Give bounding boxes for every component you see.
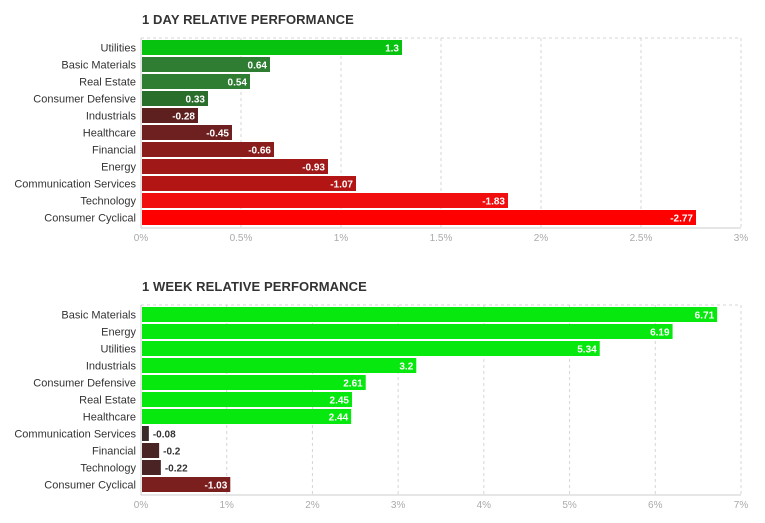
x-tick-label: 4% xyxy=(477,500,492,511)
value-label: -1.03 xyxy=(204,481,227,492)
bar-consumer-cyclical[interactable] xyxy=(142,210,696,225)
bar-consumer-cyclical[interactable] xyxy=(142,477,231,492)
value-label: 2.61 xyxy=(343,379,363,390)
x-tick-label: 3% xyxy=(734,233,749,244)
value-label: 6.19 xyxy=(650,328,670,339)
value-label: 5.34 xyxy=(577,345,597,356)
x-tick-label: 7% xyxy=(734,500,749,511)
bar-energy[interactable] xyxy=(142,159,328,174)
bar-communication-services[interactable] xyxy=(142,176,356,191)
bar-real-estate[interactable] xyxy=(142,74,250,89)
value-label: 2.45 xyxy=(330,396,350,407)
bar-consumer-defensive[interactable] xyxy=(142,91,208,106)
x-tick-label: 0% xyxy=(134,500,149,511)
bar-financial[interactable] xyxy=(142,142,274,157)
value-label: -0.45 xyxy=(206,129,229,140)
x-tick-label: 2.5% xyxy=(630,233,653,244)
bar-technology[interactable] xyxy=(142,193,508,208)
value-label: -1.83 xyxy=(482,197,505,208)
value-label: -0.22 xyxy=(165,464,188,475)
bar-consumer-defensive[interactable] xyxy=(142,375,366,390)
bar-basic-materials[interactable] xyxy=(142,307,718,322)
category-label: Consumer Cyclical xyxy=(44,480,136,492)
category-label: Consumer Cyclical xyxy=(44,213,136,225)
category-label: Basic Materials xyxy=(61,60,136,72)
bar-basic-materials[interactable] xyxy=(142,57,270,72)
value-label: -0.28 xyxy=(172,112,195,123)
value-label: -0.2 xyxy=(163,447,181,458)
value-label: -0.66 xyxy=(248,146,271,157)
value-label: 2.44 xyxy=(329,413,349,424)
x-tick-label: 0.5% xyxy=(230,233,253,244)
category-label: Real Estate xyxy=(79,77,136,89)
bar-industrials[interactable] xyxy=(142,108,198,123)
value-label: -1.07 xyxy=(330,180,353,191)
category-label: Industrials xyxy=(86,111,137,123)
bar-technology[interactable] xyxy=(142,460,161,475)
x-tick-label: 0% xyxy=(134,233,149,244)
bar-utilities[interactable] xyxy=(142,40,402,55)
x-tick-label: 2% xyxy=(534,233,549,244)
chart-title-1day: 1 DAY RELATIVE PERFORMANCE xyxy=(142,12,354,27)
bar-utilities[interactable] xyxy=(142,341,600,356)
chart-1week: 0% 1% 2% 3% 4% 5% 6% 7% Basic Materials 6.71 Energ… xyxy=(14,304,749,511)
x-tick-label: 1% xyxy=(334,233,349,244)
value-label: -0.08 xyxy=(153,430,176,441)
category-label: Financial xyxy=(92,145,136,157)
category-label: Industrials xyxy=(86,361,137,373)
category-label: Healthcare xyxy=(83,128,136,140)
category-label: Healthcare xyxy=(83,412,136,424)
value-label: 6.71 xyxy=(695,311,715,322)
category-label: Energy xyxy=(101,327,136,339)
bar-healthcare[interactable] xyxy=(142,409,352,424)
bar-energy[interactable] xyxy=(142,324,673,339)
x-tick-label: 5% xyxy=(562,500,577,511)
x-tick-label: 2% xyxy=(305,500,320,511)
category-label: Communication Services xyxy=(14,179,136,191)
category-label: Technology xyxy=(80,463,136,475)
bar-real-estate[interactable] xyxy=(142,392,352,407)
bar-communication-services[interactable] xyxy=(142,426,149,441)
category-label: Real Estate xyxy=(79,395,136,407)
bar-healthcare[interactable] xyxy=(142,125,232,140)
category-label: Basic Materials xyxy=(61,310,136,322)
bar-industrials[interactable] xyxy=(142,358,417,373)
x-tick-label: 1.5% xyxy=(430,233,453,244)
x-tick-label: 1% xyxy=(219,500,234,511)
value-label: -0.93 xyxy=(302,163,325,174)
category-label: Utilities xyxy=(101,344,137,356)
x-tick-label: 3% xyxy=(391,500,406,511)
value-label: 0.64 xyxy=(248,61,268,72)
category-label: Communication Services xyxy=(14,429,136,441)
value-label: 0.33 xyxy=(186,95,206,106)
category-label: Consumer Defensive xyxy=(33,94,136,106)
category-label: Consumer Defensive xyxy=(33,378,136,390)
value-label: 1.3 xyxy=(385,44,399,55)
value-label: -2.77 xyxy=(670,214,693,225)
value-label: 3.2 xyxy=(399,362,413,373)
category-label: Energy xyxy=(101,162,136,174)
bar-financial[interactable] xyxy=(142,443,160,458)
value-label: 0.54 xyxy=(228,78,248,89)
chart-1day: 0% 0.5% 1% 1.5% 2% 2.5% 3% Utilities 1.3 Basic Ma… xyxy=(14,37,749,244)
category-label: Financial xyxy=(92,446,136,458)
category-label: Utilities xyxy=(101,43,137,55)
category-label: Technology xyxy=(80,196,136,208)
x-tick-label: 6% xyxy=(648,500,663,511)
chart-title-1week: 1 WEEK RELATIVE PERFORMANCE xyxy=(142,279,367,294)
